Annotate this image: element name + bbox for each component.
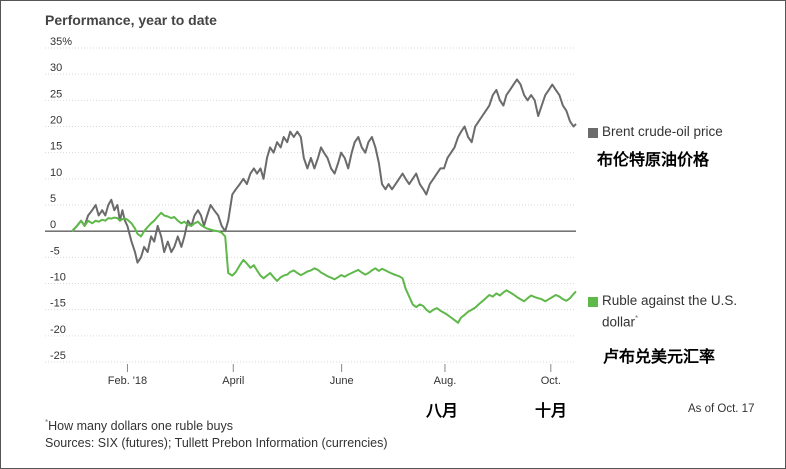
footnote-sources: Sources: SIX (futures); Tullett Prebon I… <box>45 436 388 450</box>
legend-cn-brent: 布伦特原油价格 <box>597 150 710 169</box>
annotation-aug-cn: 八月 <box>426 401 459 420</box>
legend-swatch-ruble <box>588 297 598 307</box>
x-axis-ticks: Feb. '18 April June Aug. Oct. <box>108 364 561 387</box>
y-tick-label: -5 <box>50 245 60 257</box>
series-lines <box>71 78 577 324</box>
y-tick-label: 15 <box>50 141 62 153</box>
legend-footnote-marker: * <box>635 314 639 323</box>
series-line-ruble <box>71 211 577 324</box>
y-tick-label: 35% <box>50 36 72 48</box>
legend-swatch-brent <box>588 128 598 138</box>
y-tick-label: 0 <box>50 219 56 231</box>
legend-label-ruble-line1: Ruble against the U.S. <box>602 293 738 308</box>
footnote-text: How many dollars one ruble buys <box>48 419 233 434</box>
gridlines <box>45 47 576 363</box>
annotation-oct-cn: 十月 <box>535 401 568 420</box>
legend-label-ruble-line2: dollar <box>602 314 636 330</box>
footnote-marker: * <box>45 418 49 427</box>
y-tick-label: -25 <box>50 350 66 362</box>
series-line-brent <box>71 78 577 264</box>
x-tick-label: Aug. <box>434 375 457 387</box>
y-tick-label: 5 <box>50 193 56 205</box>
chart-title: Performance, year to date <box>45 12 217 28</box>
y-tick-label: 30 <box>50 62 62 74</box>
footnote-note: *How many dollars one ruble buys <box>45 418 233 433</box>
y-tick-label: 10 <box>50 167 62 179</box>
x-tick-label: June <box>330 375 354 387</box>
y-tick-label: -10 <box>50 272 66 284</box>
y-tick-label: -20 <box>50 324 66 336</box>
y-tick-label: 25 <box>50 88 62 100</box>
y-tick-label: -15 <box>50 298 66 310</box>
x-tick-label: Feb. '18 <box>108 375 147 387</box>
as-of-date: As of Oct. 17 <box>688 403 755 415</box>
legend-cn-ruble: 卢布兑美元汇率 <box>603 347 716 366</box>
x-tick-label: Oct. <box>541 375 561 387</box>
y-tick-label: 20 <box>50 115 62 127</box>
legend-label-ruble: Ruble against the U.S. dollar* <box>602 292 737 332</box>
x-tick-label: April <box>222 375 244 387</box>
y-axis-ticks: 35% 30 25 20 15 10 5 0 -5 -10 -15 -20 -25 <box>50 36 72 362</box>
legend-label-brent: Brent crude-oil price <box>602 124 723 139</box>
